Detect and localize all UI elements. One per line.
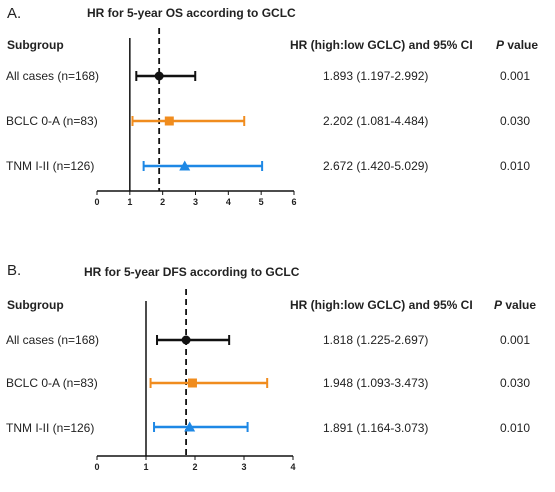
x-tick-label: 5 xyxy=(259,197,264,207)
panel-label: B. xyxy=(7,262,22,279)
forest-plot-b: 0 1 2 3 4 xyxy=(94,289,296,472)
row-hr-ci: 1.891 (1.164-3.073) xyxy=(323,421,429,435)
header-subgroup: Subgroup xyxy=(7,298,64,312)
x-tick-label: 2 xyxy=(192,462,197,472)
forest-panel-a: A. HR for 5-year OS according to GCLC Su… xyxy=(0,0,555,235)
row-p-value: 0.001 xyxy=(500,69,531,83)
x-tick-label: 4 xyxy=(226,197,231,207)
header-subgroup: Subgroup xyxy=(7,38,64,52)
row-label: All cases (n=168) xyxy=(6,333,100,347)
hr-point-triangle xyxy=(179,160,191,171)
row-hr-ci: 1.893 (1.197-2.992) xyxy=(323,69,429,83)
row-label: All cases (n=168) xyxy=(6,69,100,83)
row-p-value: 0.010 xyxy=(500,159,531,173)
hr-point-circle xyxy=(181,335,191,345)
row-label: TNM I-II (n=126) xyxy=(6,159,95,173)
x-tick-label: 3 xyxy=(193,197,198,207)
x-tick-label: 1 xyxy=(127,197,132,207)
row-label: BCLC 0-A (n=83) xyxy=(6,114,98,128)
x-tick-label: 0 xyxy=(94,197,99,207)
chart-title: HR for 5-year OS according to GCLC xyxy=(87,6,296,20)
row-hr-ci: 1.818 (1.225-2.697) xyxy=(323,333,429,347)
hr-point-circle xyxy=(154,71,164,81)
panel-label: A. xyxy=(7,5,22,22)
row-hr-ci: 2.202 (1.081-4.484) xyxy=(323,114,429,128)
x-tick-label: 6 xyxy=(291,197,296,207)
row-hr-ci: 2.672 (1.420-5.029) xyxy=(323,159,429,173)
x-tick-label: 1 xyxy=(143,462,148,472)
hr-point-square xyxy=(164,116,174,126)
row-hr-ci: 1.948 (1.093-3.473) xyxy=(323,376,429,390)
header-hr: HR (high:low GCLC) and 95% CI xyxy=(290,298,473,312)
row-p-value: 0.030 xyxy=(500,376,531,390)
row-p-value: 0.010 xyxy=(500,421,531,435)
row-p-value: 0.030 xyxy=(500,114,531,128)
x-tick-label: 4 xyxy=(290,462,295,472)
hr-point-triangle xyxy=(184,421,196,432)
header-hr: HR (high:low GCLC) and 95% CI xyxy=(290,38,473,52)
x-tick-label: 2 xyxy=(160,197,165,207)
header-p-value: P value xyxy=(496,38,539,52)
row-p-value: 0.001 xyxy=(500,333,531,347)
x-tick-label: 3 xyxy=(241,462,246,472)
forest-plot-a: 0 1 2 3 4 5 6 xyxy=(94,28,297,207)
row-label: TNM I-II (n=126) xyxy=(6,421,95,435)
row-label: BCLC 0-A (n=83) xyxy=(6,376,98,390)
chart-title: HR for 5-year DFS according to GCLC xyxy=(84,265,300,279)
hr-point-square xyxy=(187,378,197,388)
header-p-value: P value xyxy=(494,298,537,312)
x-tick-label: 0 xyxy=(94,462,99,472)
forest-panel-b: B. HR for 5-year DFS according to GCLC S… xyxy=(0,257,555,492)
